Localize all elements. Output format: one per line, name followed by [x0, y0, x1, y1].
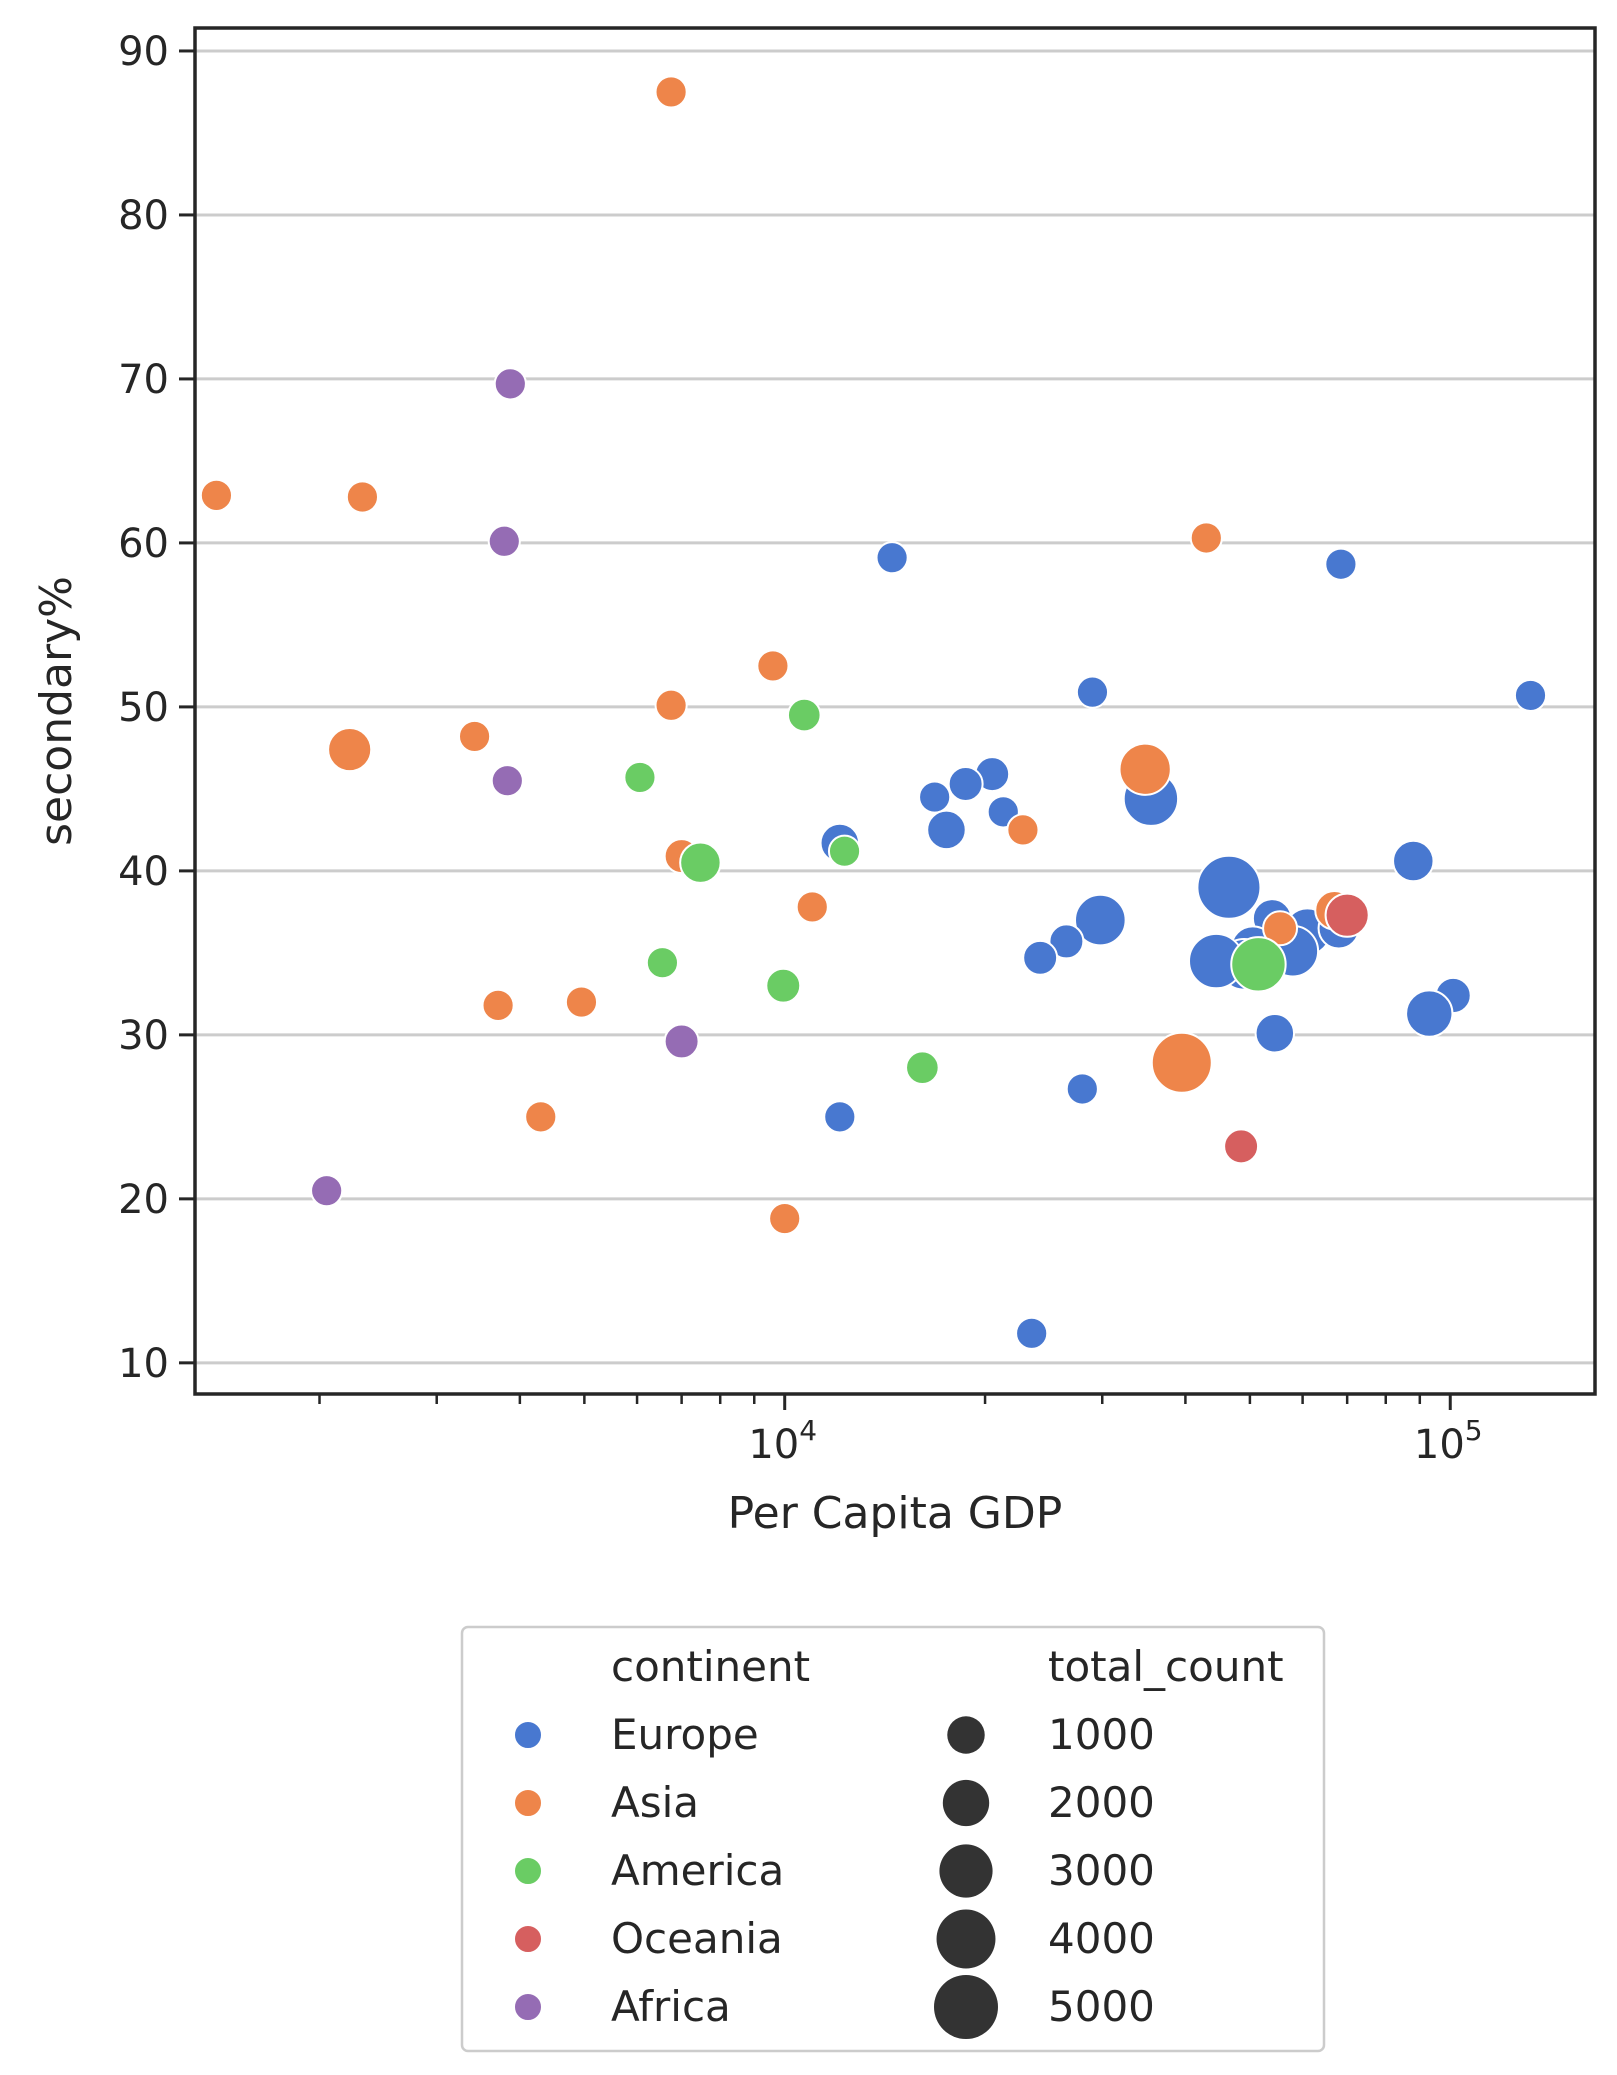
- legend-frame: [460, 1625, 1326, 2053]
- x-tick-label-base: 10: [748, 1422, 799, 1468]
- legend-marker-oceania: [513, 1924, 543, 1954]
- data-point-europe: [1513, 678, 1548, 713]
- y-tick-label: 80: [118, 193, 169, 239]
- data-point-africa: [490, 764, 524, 798]
- legend-label-asia: Asia: [611, 1778, 699, 1827]
- data-point-africa: [310, 1174, 344, 1208]
- data-point-europe: [926, 809, 967, 851]
- data-point-oceania: [1223, 1128, 1260, 1165]
- data-point-europe: [1065, 1072, 1099, 1106]
- data-point-america: [1230, 936, 1287, 993]
- legend-label-oceania: Oceania: [611, 1914, 783, 1963]
- legend-size-marker: [942, 1779, 990, 1827]
- data-point-europe: [918, 780, 952, 814]
- y-tick-label: 40: [118, 849, 169, 895]
- data-point-europe: [1022, 939, 1059, 976]
- y-tick-label: 50: [118, 685, 169, 731]
- data-point-europe: [1075, 675, 1110, 709]
- data-point-asia: [564, 985, 599, 1019]
- data-point-africa: [487, 524, 521, 558]
- legend-size-marker: [947, 1716, 985, 1754]
- y-tick-label: 70: [118, 357, 169, 403]
- legend-size-marker: [936, 1909, 996, 1969]
- data-point-europe: [1015, 1316, 1049, 1350]
- y-tick-label: 20: [118, 1177, 169, 1223]
- data-point-europe: [875, 541, 909, 575]
- x-tick-label: 105: [1414, 1414, 1483, 1468]
- legend-label-africa: Africa: [611, 1982, 731, 2031]
- data-point-europe: [1074, 893, 1127, 947]
- data-point-asia: [654, 75, 688, 109]
- legend-size-label: 1000: [1048, 1710, 1155, 1759]
- legend-size-label: 3000: [1048, 1846, 1155, 1895]
- data-point-asia: [199, 478, 234, 512]
- data-point-america: [765, 967, 802, 1004]
- data-point-europe: [1392, 839, 1435, 883]
- data-point-america: [645, 946, 680, 980]
- legend-hue-title: continent: [611, 1642, 810, 1691]
- data-point-europe: [1324, 547, 1358, 581]
- x-tick-label-exponent: 5: [1465, 1414, 1483, 1447]
- data-point-asia: [1118, 742, 1172, 796]
- legend-marker-asia: [513, 1788, 543, 1818]
- axes-frame: [193, 26, 1597, 1396]
- x-axis: 104 105: [318, 1394, 1483, 1468]
- data-point-europe: [1196, 854, 1262, 920]
- data-point-asia: [457, 719, 492, 754]
- data-point-america: [905, 1050, 940, 1085]
- data-point-asia: [327, 726, 373, 773]
- data-point-oceania: [1324, 892, 1370, 938]
- legend-size-title: total_count: [1048, 1642, 1284, 1691]
- y-tick-label: 90: [118, 29, 169, 75]
- data-point-asia: [1150, 1031, 1213, 1094]
- data-point-europe: [823, 1100, 857, 1134]
- data-points: [199, 75, 1548, 1350]
- legend-marker-africa: [513, 1992, 543, 2022]
- data-point-africa: [663, 1023, 700, 1060]
- x-tick-label: 104: [748, 1414, 817, 1468]
- data-point-europe: [1405, 989, 1454, 1038]
- data-point-europe: [1048, 923, 1085, 960]
- legend-size-label: 4000: [1048, 1914, 1155, 1963]
- data-point-asia: [654, 688, 688, 722]
- y-axis-label: secondary%: [31, 576, 82, 846]
- data-point-america: [679, 841, 722, 884]
- y-axis: 10 20 30 40 50 60 70 80 90: [118, 29, 195, 1387]
- data-point-africa: [493, 367, 527, 401]
- data-point-asia: [1262, 910, 1299, 947]
- legend-size-label: 5000: [1048, 1982, 1155, 2031]
- legend-hue-entries: Europe Asia America Oceania Africa: [513, 1710, 784, 2031]
- legend-size-marker: [939, 1844, 993, 1898]
- data-point-asia: [1006, 813, 1040, 847]
- data-point-asia: [1189, 521, 1223, 555]
- legend-size-label: 2000: [1048, 1778, 1155, 1827]
- legend-label-europe: Europe: [611, 1710, 759, 1759]
- data-point-asia: [768, 1201, 802, 1236]
- legend-marker-america: [513, 1856, 543, 1886]
- y-tick-label: 10: [118, 1341, 169, 1387]
- legend-size-entries: 1000 2000 3000 4000 5000: [934, 1710, 1155, 2039]
- x-tick-label-base: 10: [1414, 1422, 1465, 1468]
- grid-lines: [195, 49, 1595, 1365]
- x-axis-label: Per Capita GDP: [728, 1488, 1063, 1539]
- data-point-asia: [756, 649, 790, 683]
- legend-size-marker: [934, 1975, 998, 2039]
- y-tick-label: 30: [118, 1013, 169, 1059]
- legend-label-america: America: [611, 1846, 784, 1895]
- data-point-america: [623, 760, 657, 795]
- legend: continent total_count Europe Asia America O…: [460, 1625, 1326, 2053]
- data-point-europe: [1254, 1012, 1296, 1054]
- data-point-america: [827, 834, 862, 868]
- data-point-america: [786, 697, 822, 733]
- y-tick-label: 60: [118, 521, 169, 567]
- data-point-asia: [795, 890, 829, 924]
- data-point-europe: [947, 765, 984, 802]
- data-point-asia: [524, 1100, 558, 1134]
- legend-marker-europe: [513, 1720, 543, 1750]
- data-point-asia: [345, 480, 380, 514]
- x-tick-label-exponent: 4: [799, 1414, 817, 1447]
- data-point-asia: [481, 988, 515, 1022]
